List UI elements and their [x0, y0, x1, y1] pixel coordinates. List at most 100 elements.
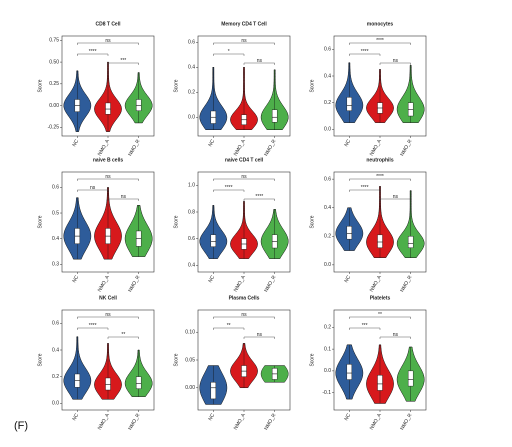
- significance-bracket: [379, 336, 411, 339]
- box: [377, 375, 383, 391]
- significance-bracket: [107, 198, 139, 201]
- y-tick-label: 0.5: [52, 210, 59, 216]
- x-tick-label: NC: [343, 138, 352, 148]
- chart-title: naive CD4 T cell: [225, 157, 264, 163]
- y-tick-label: 0.6: [324, 176, 331, 182]
- y-tick-label: 0.6: [188, 236, 195, 242]
- chart-title: Plasma Cells: [229, 295, 260, 301]
- significance-bracket: [107, 62, 139, 65]
- significance-bracket: [243, 62, 275, 65]
- significance-label: *: [228, 49, 230, 55]
- chart-title: CD8 T Cell: [95, 21, 121, 27]
- box: [210, 382, 217, 400]
- significance-label: ns: [241, 174, 247, 180]
- significance-bracket: [379, 62, 411, 65]
- y-axis-label: Score: [173, 79, 179, 92]
- y-tick-label: 0.2: [52, 374, 59, 380]
- x-tick-label: NC: [343, 412, 352, 422]
- y-axis-label: Score: [309, 215, 315, 228]
- significance-bracket: [213, 53, 245, 56]
- significance-bracket: [243, 198, 275, 201]
- significance-label: ns: [241, 38, 247, 44]
- box: [346, 226, 353, 240]
- y-tick-label: 0.0: [324, 127, 331, 133]
- x-tick-label: NC: [207, 138, 216, 148]
- significance-label: ****: [376, 38, 384, 44]
- y-tick-label: 0.4: [52, 236, 59, 242]
- significance-bracket: [213, 316, 275, 319]
- significance-label: ns: [393, 332, 399, 338]
- significance-label: ****: [361, 185, 369, 191]
- y-axis-label: Score: [37, 215, 43, 228]
- significance-bracket: [77, 178, 139, 181]
- significance-label: ****: [376, 174, 384, 180]
- significance-label: ns: [393, 58, 399, 64]
- y-tick-label: 0.6: [324, 47, 331, 53]
- significance-label: ****: [89, 323, 97, 329]
- significance-label: **: [378, 312, 382, 318]
- y-tick-label: -0.1: [322, 390, 331, 396]
- significance-label: ns: [105, 174, 111, 180]
- y-axis-label: Score: [309, 353, 315, 366]
- y-tick-label: 0.2: [324, 325, 331, 331]
- significance-label: ns: [105, 312, 111, 318]
- significance-bracket: [213, 327, 245, 330]
- y-axis-label: Score: [309, 79, 315, 92]
- significance-label: ns: [241, 312, 247, 318]
- box: [105, 377, 111, 391]
- y-tick-label: 0.4: [52, 347, 59, 353]
- significance-bracket: [77, 327, 109, 330]
- chart-title: monocytes: [367, 21, 394, 27]
- y-tick-label: 0.50: [49, 59, 59, 65]
- y-tick-label: 0.0: [52, 401, 59, 407]
- significance-bracket: [213, 42, 275, 45]
- y-tick-label: 1.0: [188, 183, 195, 189]
- significance-label: ns: [90, 185, 96, 191]
- chart-title: NK Cell: [99, 295, 117, 301]
- y-axis-label: Score: [173, 215, 179, 228]
- significance-label: ns: [393, 194, 399, 200]
- y-tick-label: -0.25: [48, 125, 60, 131]
- significance-label: ****: [361, 49, 369, 55]
- box: [407, 370, 414, 387]
- y-tick-label: 0.05: [185, 357, 195, 363]
- box: [210, 234, 217, 247]
- y-tick-label: 0.0: [324, 262, 331, 268]
- box: [105, 102, 111, 115]
- box: [346, 364, 353, 380]
- box: [135, 376, 142, 389]
- significance-bracket: [349, 42, 411, 45]
- y-tick-label: 0.4: [324, 205, 331, 211]
- box: [377, 234, 383, 248]
- significance-label: ***: [362, 323, 368, 329]
- box: [135, 99, 142, 111]
- x-tick-label: NC: [207, 274, 216, 284]
- significance-label: ns: [257, 58, 263, 64]
- chart-title: neutrophils: [366, 157, 393, 163]
- y-tick-label: 0.00: [49, 103, 59, 109]
- y-tick-label: 0.1: [324, 346, 331, 352]
- y-tick-label: 0.4: [188, 263, 195, 269]
- significance-label: ns: [257, 332, 263, 338]
- significance-label: ****: [89, 49, 97, 55]
- y-tick-label: 0.6: [52, 185, 59, 191]
- x-tick-label: NC: [71, 412, 80, 422]
- y-tick-label: 0.6: [52, 321, 59, 327]
- significance-bracket: [213, 189, 245, 192]
- significance-bracket: [349, 316, 411, 319]
- significance-bracket: [349, 178, 411, 181]
- y-tick-label: 0.75: [49, 38, 59, 44]
- x-tick-label: NC: [71, 138, 80, 148]
- significance-bracket: [77, 189, 109, 192]
- significance-bracket: [213, 178, 275, 181]
- y-tick-label: 0.3: [52, 262, 59, 268]
- box: [271, 109, 278, 123]
- box: [407, 236, 414, 248]
- chart-title: naive B cells: [93, 157, 124, 163]
- significance-label: ****: [225, 185, 233, 191]
- significance-bracket: [77, 42, 139, 45]
- y-axis-label: Score: [37, 353, 43, 366]
- y-tick-label: 0.00: [185, 385, 195, 391]
- y-tick-label: 0.2: [324, 100, 331, 106]
